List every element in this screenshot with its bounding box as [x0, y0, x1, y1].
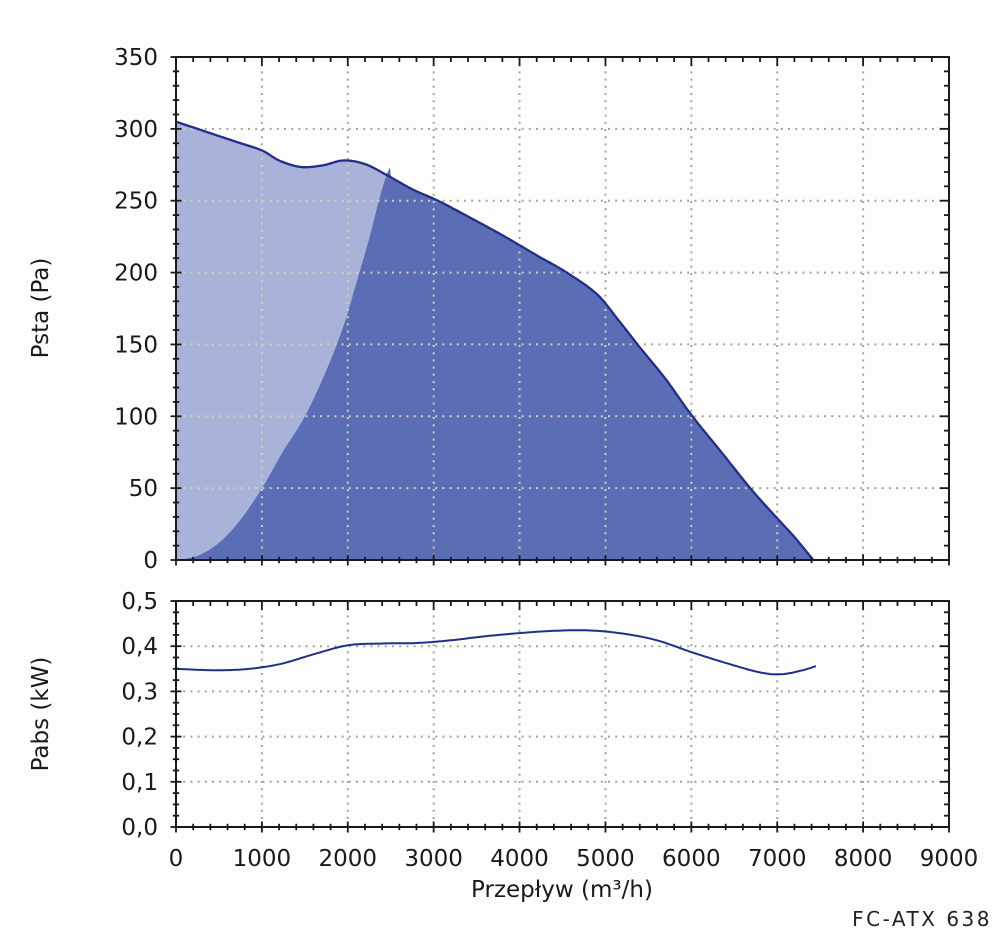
x-tick-label: 6000: [662, 846, 721, 872]
y-tick-label: 250: [114, 189, 158, 215]
y-tick-label: 300: [114, 117, 158, 143]
operating-area-fill-dark: [176, 167, 814, 560]
tick-labels: 0,0 0,1 0,2 0,3 0,4 0,5 0 1000 2000 3000 4000 5000 6…: [121, 589, 978, 872]
y-axis-title-power: Pabs (kW): [28, 657, 54, 772]
x-tick-label: 1000: [233, 846, 292, 872]
y-tick-label: 50: [129, 476, 158, 502]
y-tick-label: 350: [114, 45, 158, 71]
plot-frame: [175, 56, 950, 561]
y-tick-label: 0,0: [121, 815, 158, 841]
tick-labels: 0 50 100 150 200 250 300 350: [114, 45, 158, 574]
x-tick-label: 0: [169, 846, 184, 872]
fan-curve-line: [175, 120, 815, 561]
power-plot: 0,0 0,1 0,2 0,3 0,4 0,5 0 1000 2000 3000 4000 5000 6…: [121, 589, 978, 872]
x-axis-title-flow: Przepływ (m³/h): [471, 877, 653, 903]
y-tick-label: 0,1: [121, 770, 158, 796]
model-label: FC-ATX 638: [852, 907, 992, 931]
x-tick-label: 8000: [834, 846, 893, 872]
x-tick-label: 5000: [576, 846, 635, 872]
y-tick-label: 150: [114, 332, 158, 358]
x-tick-label: 4000: [490, 846, 549, 872]
tick-marks: [170, 600, 950, 833]
y-tick-label: 0,2: [121, 725, 158, 751]
power-curve-line: [175, 629, 817, 676]
operating-area-fill-light: [176, 121, 390, 560]
y-tick-label: 0,5: [121, 589, 158, 615]
x-tick-label: 9000: [920, 846, 979, 872]
y-tick-label: 100: [114, 404, 158, 430]
y-tick-label: 0: [143, 548, 158, 574]
x-tick-label: 2000: [319, 846, 378, 872]
pressure-plot: 0 50 100 150 200 250 300 350: [114, 45, 950, 574]
plot-frame: [175, 600, 950, 828]
plots-group: 0501001502002503003500,00,10,20,30,40,50…: [114, 45, 978, 872]
x-tick-label: 3000: [404, 846, 463, 872]
y-tick-label: 200: [114, 261, 158, 287]
y-tick-label: 0,3: [121, 679, 158, 705]
y-axis-title-pressure: Psta (Pa): [28, 258, 54, 359]
x-tick-label: 7000: [748, 846, 807, 872]
tick-marks: [170, 56, 950, 566]
grid-dotted: [176, 601, 949, 827]
y-tick-label: 0,4: [121, 634, 158, 660]
